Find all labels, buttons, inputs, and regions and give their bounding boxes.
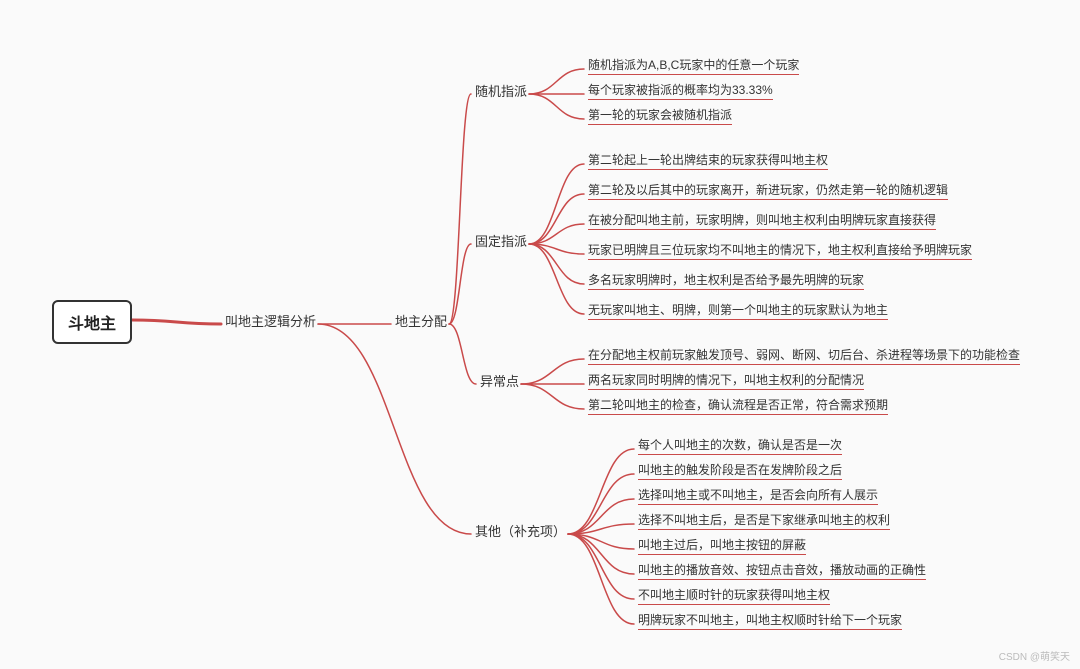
edge-l3b-b5: [529, 244, 584, 284]
node-l3a: 随机指派: [475, 81, 527, 100]
edge-l2a-l3a: [449, 94, 471, 324]
edge-l3b-b4: [529, 244, 584, 254]
node-b5: 多名玩家明牌时，地主权利是否给予最先明牌的玩家: [588, 271, 864, 290]
edge-l3c-c3: [521, 384, 584, 409]
node-d2: 叫地主的触发阶段是否在发牌阶段之后: [638, 461, 842, 480]
edge-l3b-b6: [529, 244, 584, 314]
node-d3: 选择叫地主或不叫地主，是否会向所有人展示: [638, 486, 878, 505]
edge-l2a-l3b: [449, 244, 471, 324]
node-l3c: 异常点: [480, 371, 519, 390]
edge-l2b-d1: [568, 449, 634, 534]
node-d1: 每个人叫地主的次数，确认是否是一次: [638, 436, 842, 455]
edge-l2b-d7: [568, 534, 634, 599]
node-d7: 不叫地主顺时针的玩家获得叫地主权: [638, 586, 830, 605]
edge-root-l1: [132, 320, 221, 324]
edge-l2b-d8: [568, 534, 634, 624]
node-a1: 随机指派为A,B,C玩家中的任意一个玩家: [588, 56, 799, 75]
edge-l2b-d6: [568, 534, 634, 574]
node-l2a: 地主分配: [395, 311, 447, 330]
edge-l2b-d2: [568, 474, 634, 534]
edge-l3b-b2: [529, 194, 584, 244]
node-d6: 叫地主的播放音效、按钮点击音效，播放动画的正确性: [638, 561, 926, 580]
edge-l2b-d3: [568, 499, 634, 534]
node-b1: 第二轮起上一轮出牌结束的玩家获得叫地主权: [588, 151, 828, 170]
node-root: 斗地主: [52, 300, 132, 344]
node-l1: 叫地主逻辑分析: [225, 311, 316, 330]
watermark: CSDN @萌笑天: [999, 648, 1070, 663]
node-b4: 玩家已明牌且三位玩家均不叫地主的情况下，地主权利直接给予明牌玩家: [588, 241, 972, 260]
edge-l3b-b1: [529, 164, 584, 244]
node-b3: 在被分配叫地主前，玩家明牌，则叫地主权利由明牌玩家直接获得: [588, 211, 936, 230]
edge-l3b-b3: [529, 224, 584, 244]
edge-l2b-d5: [568, 534, 634, 549]
edge-l3c-c1: [521, 359, 584, 384]
node-d4: 选择不叫地主后，是否是下家继承叫地主的权利: [638, 511, 890, 530]
edge-l2a-l3c: [449, 324, 476, 384]
edge-l3a-a1: [529, 69, 584, 94]
node-l3b: 固定指派: [475, 231, 527, 250]
node-d5: 叫地主过后，叫地主按钮的屏蔽: [638, 536, 806, 555]
edge-l3a-a3: [529, 94, 584, 119]
node-c2: 两名玩家同时明牌的情况下，叫地主权利的分配情况: [588, 371, 864, 390]
node-l2b: 其他（补充项）: [475, 521, 566, 540]
node-b2: 第二轮及以后其中的玩家离开，新进玩家，仍然走第一轮的随机逻辑: [588, 181, 948, 200]
node-c1: 在分配地主权前玩家触发顶号、弱网、断网、切后台、杀进程等场景下的功能检查: [588, 346, 1020, 365]
node-a2: 每个玩家被指派的概率均为33.33%: [588, 81, 773, 100]
node-d8: 明牌玩家不叫地主，叫地主权顺时针给下一个玩家: [638, 611, 902, 630]
node-c3: 第二轮叫地主的检查，确认流程是否正常，符合需求预期: [588, 396, 888, 415]
node-a3: 第一轮的玩家会被随机指派: [588, 106, 732, 125]
node-b6: 无玩家叫地主、明牌，则第一个叫地主的玩家默认为地主: [588, 301, 888, 320]
edge-l2b-d4: [568, 524, 634, 534]
edge-l1-l2b: [318, 324, 471, 534]
